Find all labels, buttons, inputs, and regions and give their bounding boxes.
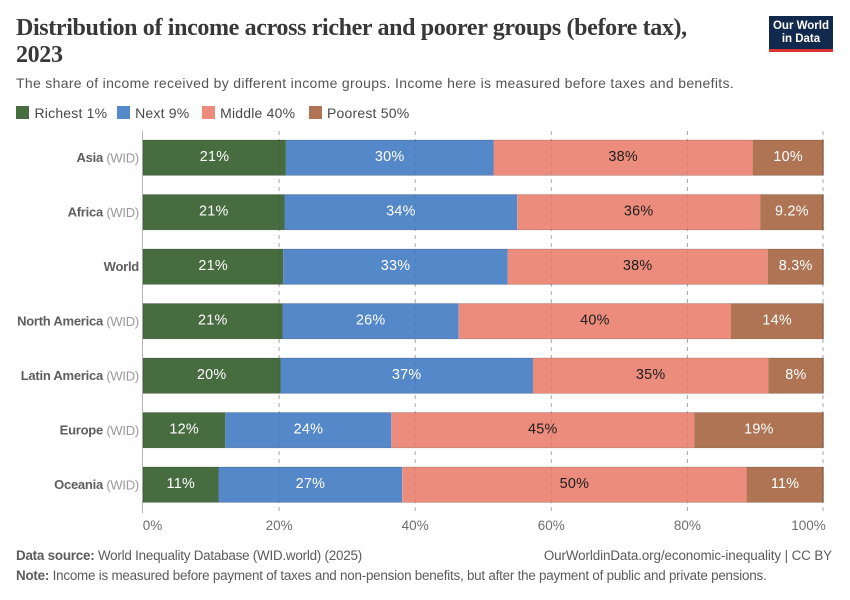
svg-text:38%: 38% bbox=[608, 149, 638, 165]
svg-text:100%: 100% bbox=[791, 518, 826, 533]
svg-text:80%: 80% bbox=[674, 518, 701, 533]
svg-text:40%: 40% bbox=[580, 312, 610, 328]
svg-text:Latin America (WID): Latin America (WID) bbox=[21, 368, 139, 383]
svg-text:World: World bbox=[104, 259, 140, 274]
svg-text:26%: 26% bbox=[356, 312, 386, 328]
svg-text:0%: 0% bbox=[143, 518, 163, 533]
svg-text:36%: 36% bbox=[624, 203, 654, 219]
svg-text:North America (WID): North America (WID) bbox=[17, 314, 139, 329]
svg-text:45%: 45% bbox=[528, 421, 558, 437]
svg-text:27%: 27% bbox=[296, 476, 326, 492]
svg-text:20%: 20% bbox=[197, 367, 227, 383]
svg-text:Africa (WID): Africa (WID) bbox=[68, 205, 139, 220]
svg-text:24%: 24% bbox=[294, 421, 324, 437]
svg-text:19%: 19% bbox=[744, 421, 774, 437]
svg-text:33%: 33% bbox=[381, 258, 411, 274]
svg-text:11%: 11% bbox=[771, 476, 799, 492]
svg-text:21%: 21% bbox=[198, 312, 228, 328]
svg-text:40%: 40% bbox=[402, 518, 429, 533]
svg-text:9.2%: 9.2% bbox=[775, 203, 809, 219]
svg-text:37%: 37% bbox=[392, 367, 422, 383]
svg-text:10%: 10% bbox=[773, 149, 803, 165]
svg-text:30%: 30% bbox=[375, 149, 405, 165]
svg-text:21%: 21% bbox=[200, 149, 230, 165]
svg-text:12%: 12% bbox=[169, 421, 199, 437]
svg-text:60%: 60% bbox=[538, 518, 565, 533]
svg-text:38%: 38% bbox=[623, 258, 653, 274]
svg-text:21%: 21% bbox=[199, 203, 229, 219]
svg-text:11%: 11% bbox=[167, 476, 195, 492]
svg-text:35%: 35% bbox=[636, 367, 666, 383]
svg-text:14%: 14% bbox=[762, 312, 792, 328]
svg-text:Europe (WID): Europe (WID) bbox=[60, 423, 139, 438]
svg-text:20%: 20% bbox=[266, 518, 293, 533]
svg-text:Oceania (WID): Oceania (WID) bbox=[54, 477, 139, 492]
svg-text:50%: 50% bbox=[560, 476, 590, 492]
svg-text:Asia (WID): Asia (WID) bbox=[76, 150, 139, 165]
svg-text:8%: 8% bbox=[785, 367, 806, 383]
svg-text:34%: 34% bbox=[386, 203, 416, 219]
svg-text:21%: 21% bbox=[198, 258, 228, 274]
svg-text:8.3%: 8.3% bbox=[779, 258, 813, 274]
